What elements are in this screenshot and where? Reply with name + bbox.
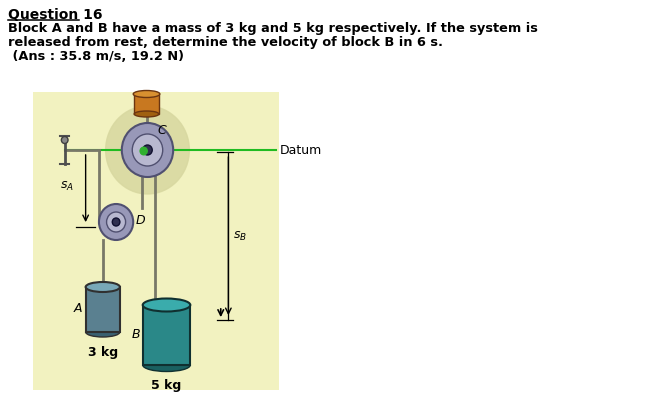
Circle shape bbox=[99, 204, 133, 240]
Circle shape bbox=[61, 137, 68, 144]
Circle shape bbox=[105, 106, 189, 194]
Text: $s_B$: $s_B$ bbox=[233, 230, 247, 242]
Text: Block A and B have a mass of 3 kg and 5 kg respectively. If the system is: Block A and B have a mass of 3 kg and 5 … bbox=[8, 22, 538, 35]
Text: A: A bbox=[74, 302, 82, 316]
Circle shape bbox=[107, 212, 126, 232]
Text: Datum: Datum bbox=[280, 144, 322, 156]
Text: 5 kg: 5 kg bbox=[152, 379, 182, 392]
Ellipse shape bbox=[143, 359, 190, 371]
Bar bbox=[86, 287, 120, 332]
Circle shape bbox=[139, 146, 148, 156]
Ellipse shape bbox=[86, 327, 120, 337]
Ellipse shape bbox=[143, 298, 190, 312]
Text: released from rest, determine the velocity of block B in 6 s.: released from rest, determine the veloci… bbox=[8, 36, 443, 49]
Bar bbox=[143, 305, 190, 365]
Circle shape bbox=[132, 134, 163, 166]
Text: D: D bbox=[136, 213, 146, 226]
Text: B: B bbox=[132, 328, 140, 341]
Text: Question 16: Question 16 bbox=[8, 8, 102, 22]
Ellipse shape bbox=[133, 90, 160, 98]
Bar bbox=[33, 92, 279, 390]
Bar bbox=[134, 94, 159, 114]
Text: 3 kg: 3 kg bbox=[88, 346, 118, 359]
Ellipse shape bbox=[134, 111, 159, 117]
Circle shape bbox=[112, 218, 120, 226]
Text: C: C bbox=[157, 123, 166, 137]
Text: $s_A$: $s_A$ bbox=[61, 179, 74, 193]
Ellipse shape bbox=[86, 282, 120, 292]
Circle shape bbox=[143, 145, 152, 155]
Circle shape bbox=[122, 123, 173, 177]
Text: (Ans : 35.8 m/s, 19.2 N): (Ans : 35.8 m/s, 19.2 N) bbox=[8, 50, 184, 63]
